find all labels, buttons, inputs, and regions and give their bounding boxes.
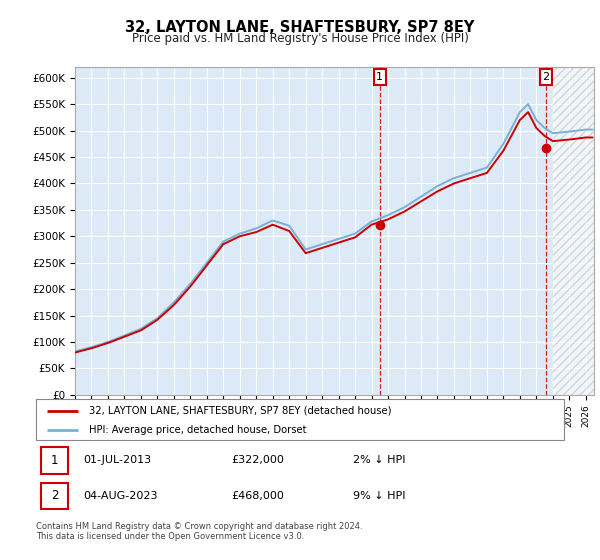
Text: 2: 2 bbox=[51, 489, 58, 502]
Text: 2% ↓ HPI: 2% ↓ HPI bbox=[353, 455, 406, 465]
Text: Price paid vs. HM Land Registry's House Price Index (HPI): Price paid vs. HM Land Registry's House … bbox=[131, 32, 469, 45]
Text: 2: 2 bbox=[542, 72, 550, 82]
FancyBboxPatch shape bbox=[41, 447, 68, 474]
Text: 1: 1 bbox=[376, 72, 383, 82]
FancyBboxPatch shape bbox=[36, 399, 564, 440]
Text: 1: 1 bbox=[51, 454, 58, 467]
Text: 9% ↓ HPI: 9% ↓ HPI bbox=[353, 491, 406, 501]
Text: HPI: Average price, detached house, Dorset: HPI: Average price, detached house, Dors… bbox=[89, 424, 307, 435]
Text: 01-JUL-2013: 01-JUL-2013 bbox=[83, 455, 152, 465]
Text: 32, LAYTON LANE, SHAFTESBURY, SP7 8EY (detached house): 32, LAYTON LANE, SHAFTESBURY, SP7 8EY (d… bbox=[89, 405, 391, 416]
Text: £322,000: £322,000 bbox=[232, 455, 284, 465]
Text: 32, LAYTON LANE, SHAFTESBURY, SP7 8EY: 32, LAYTON LANE, SHAFTESBURY, SP7 8EY bbox=[125, 20, 475, 35]
Text: Contains HM Land Registry data © Crown copyright and database right 2024.
This d: Contains HM Land Registry data © Crown c… bbox=[36, 522, 362, 542]
Text: 04-AUG-2023: 04-AUG-2023 bbox=[83, 491, 158, 501]
FancyBboxPatch shape bbox=[41, 483, 68, 509]
Text: £468,000: £468,000 bbox=[232, 491, 284, 501]
